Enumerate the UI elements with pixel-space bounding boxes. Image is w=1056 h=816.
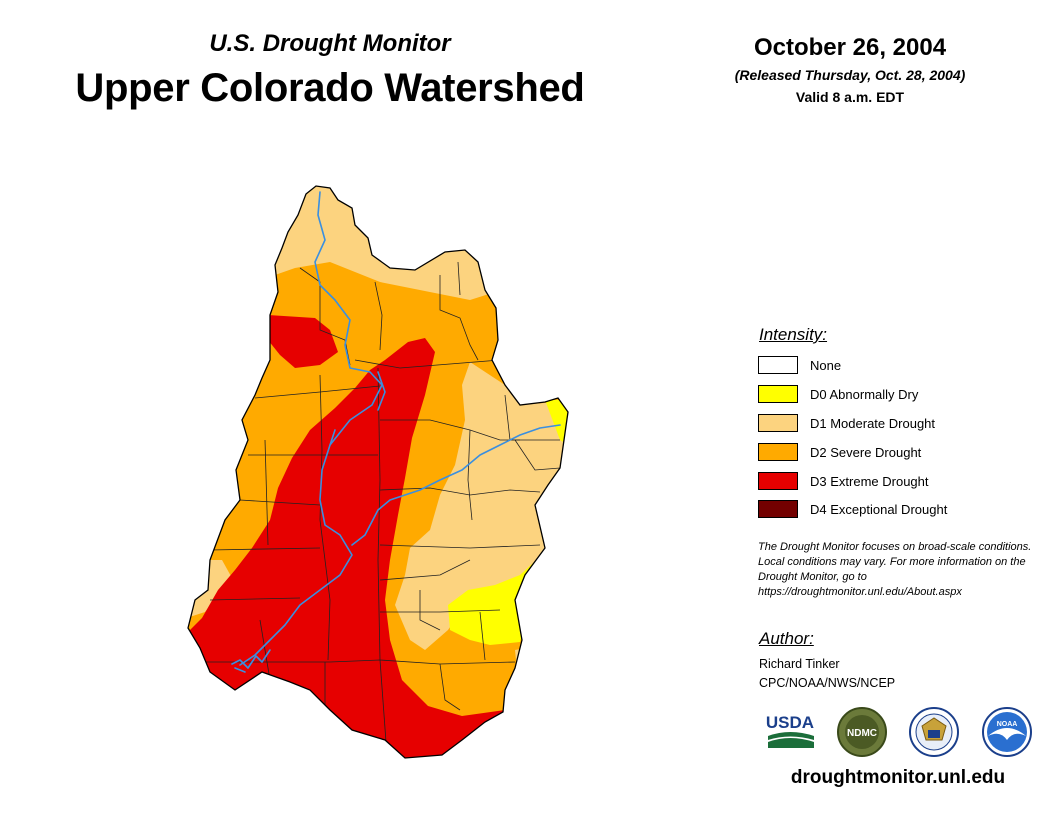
legend-item-d2: D2 Severe Drought <box>758 441 921 463</box>
legend-label: D4 Exceptional Drought <box>810 501 948 517</box>
d1-southeast-area <box>515 640 568 700</box>
commerce-seal-icon <box>909 707 959 757</box>
legend-swatch <box>758 385 798 403</box>
author-name: Richard Tinker <box>759 657 840 671</box>
legend-label: D3 Extreme Drought <box>810 473 929 489</box>
release-date: (Released Thursday, Oct. 28, 2004) <box>734 67 966 83</box>
legend-item-none: None <box>758 354 841 376</box>
author-org: CPC/NOAA/NWS/NCEP <box>759 676 896 690</box>
ndmc-logo: NDMC <box>837 707 887 757</box>
legend-item-d0: D0 Abnormally Dry <box>758 383 918 405</box>
map-date: October 26, 2004 <box>753 34 947 61</box>
noaa-logo-text: NOAA <box>997 721 1018 728</box>
usda-logo-text: USDA <box>766 713 814 732</box>
legend-swatch <box>758 500 798 518</box>
noaa-logo-icon: NOAA <box>982 707 1032 757</box>
legend-swatch <box>758 443 798 461</box>
legend-swatch <box>758 356 798 374</box>
valid-time: Valid 8 a.m. EDT <box>795 89 905 105</box>
website-link[interactable]: droughtmonitor.unl.edu <box>790 767 1006 788</box>
legend-label: D1 Moderate Drought <box>810 415 936 431</box>
partner-logos: USDA NDMC NOAA <box>766 707 1032 757</box>
map-title: Upper Colorado Watershed <box>75 66 585 110</box>
d3-northwest-area <box>268 315 338 368</box>
drought-map <box>187 185 569 759</box>
ndmc-logo-text: NDMC <box>847 728 877 739</box>
basin-outline <box>187 185 569 759</box>
legend-item-d1: D1 Moderate Drought <box>758 412 935 434</box>
river-network <box>231 191 561 673</box>
legend-label: None <box>810 357 842 373</box>
legend-swatch <box>758 472 798 490</box>
author-heading: Author: <box>759 629 814 648</box>
disclaimer-note: The Drought Monitor focuses on broad-sca… <box>758 541 1032 598</box>
legend-item-d4: D4 Exceptional Drought <box>758 498 947 520</box>
usda-logo: USDA <box>766 713 814 748</box>
legend-swatch <box>758 414 798 432</box>
subbasin-boundaries <box>200 261 561 743</box>
legend-label: D2 Severe Drought <box>810 444 922 460</box>
legend-heading: Intensity: <box>759 325 828 344</box>
legend-label: D0 Abnormally Dry <box>810 386 919 402</box>
map-subtitle: U.S. Drought Monitor <box>209 30 451 57</box>
legend-item-d3: D3 Extreme Drought <box>758 470 929 492</box>
